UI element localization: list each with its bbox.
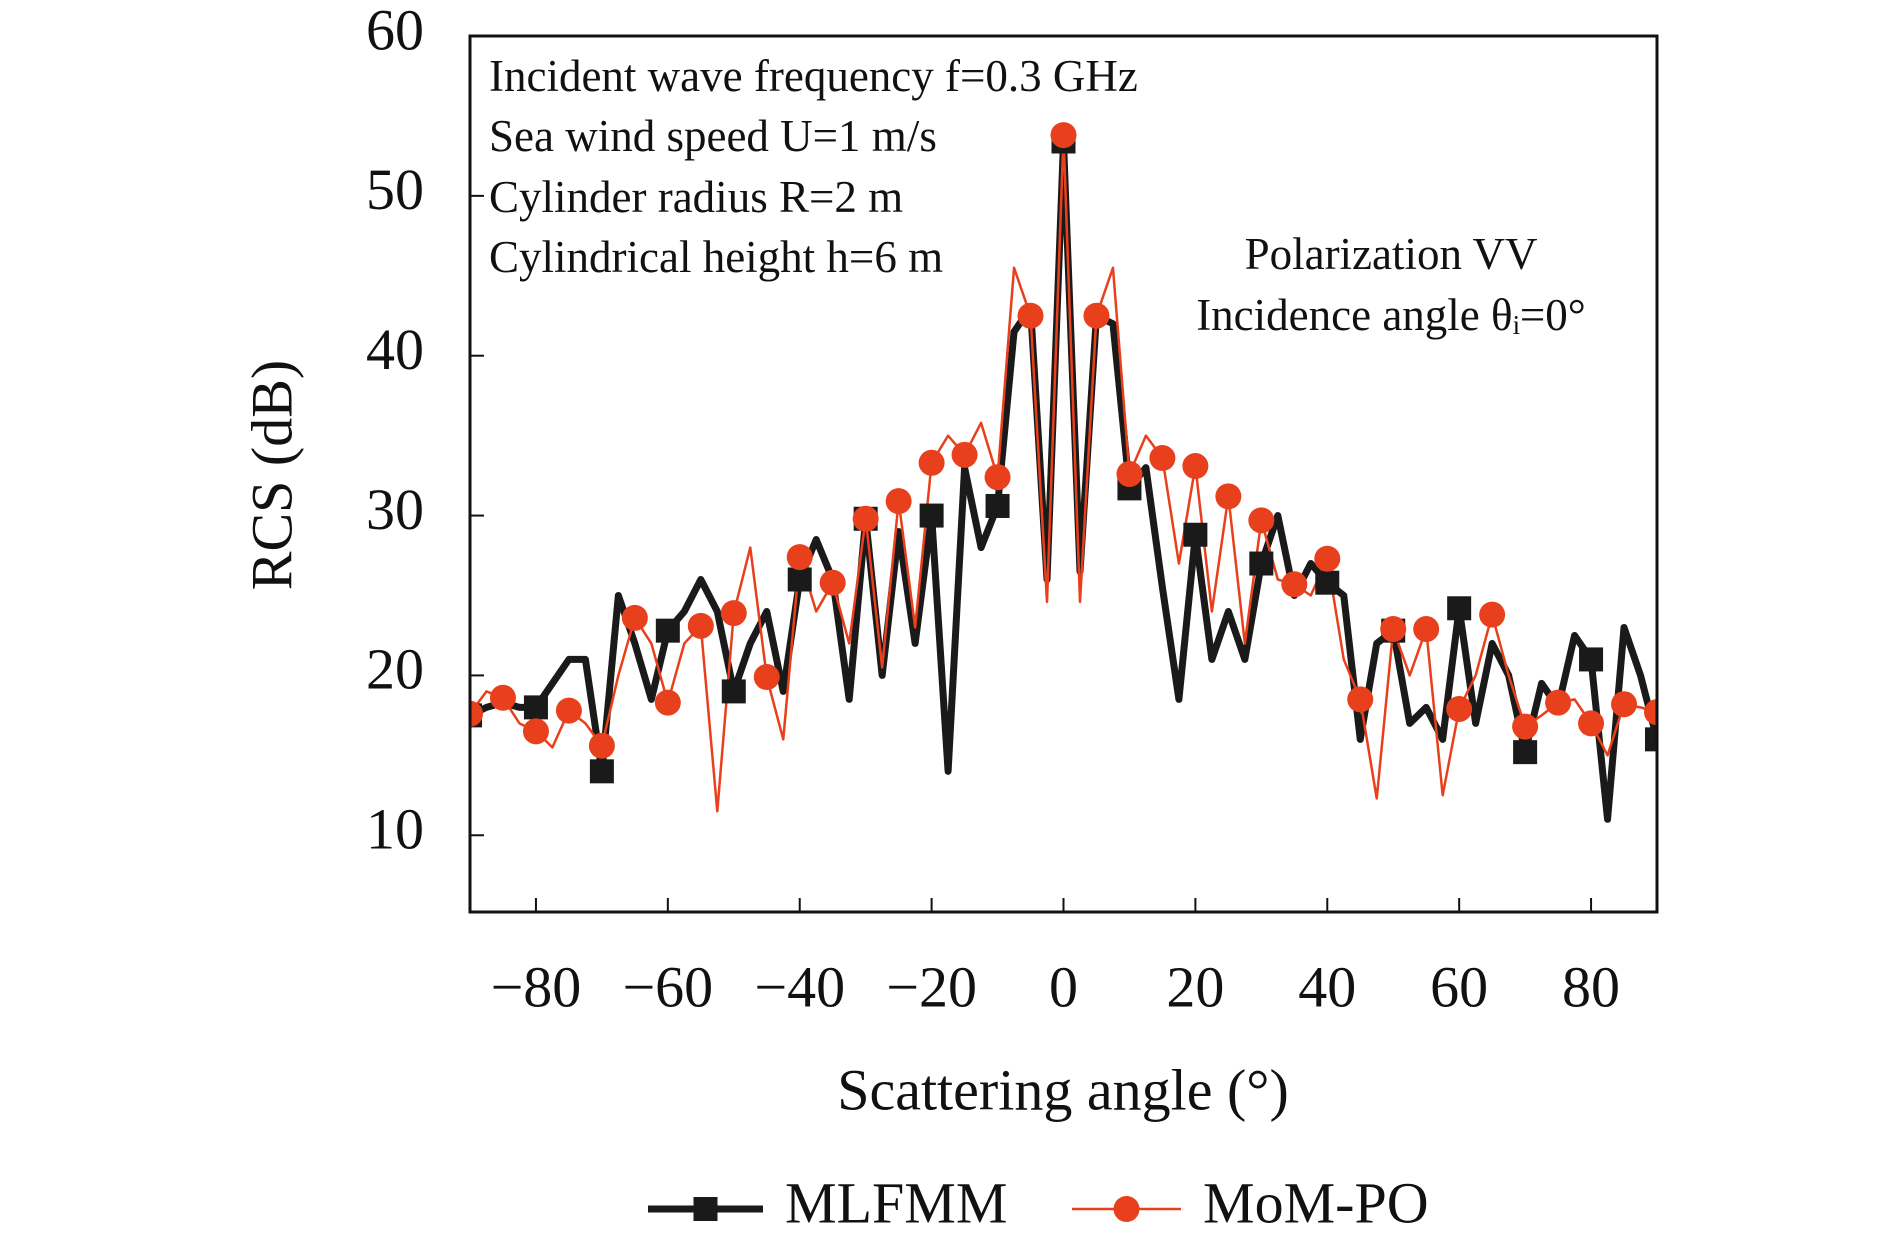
- marker: [721, 679, 746, 704]
- marker: [687, 612, 714, 639]
- marker: [523, 695, 548, 720]
- marker: [1579, 647, 1604, 672]
- annotation: Polarization VV: [1245, 229, 1538, 279]
- marker: [885, 488, 912, 515]
- x-tick-label: 20: [1166, 954, 1224, 1019]
- annotation: Cylindrical height h=6 m: [489, 232, 943, 282]
- annotation: Cylinder radius R=2 m: [489, 172, 903, 222]
- marker: [852, 505, 879, 532]
- y-tick-label: 60: [366, 0, 424, 62]
- legend-marker: [1113, 1196, 1140, 1222]
- marker: [919, 503, 944, 528]
- marker: [1545, 689, 1572, 716]
- x-tick-label: −80: [491, 954, 582, 1019]
- marker: [753, 664, 780, 691]
- marker: [1281, 571, 1308, 598]
- marker: [787, 567, 812, 592]
- y-tick-label: 50: [366, 157, 424, 222]
- marker: [1380, 616, 1407, 643]
- annotation: Sea wind speed U=1 m/s: [489, 111, 937, 161]
- marker: [654, 689, 681, 716]
- marker: [1413, 616, 1440, 643]
- marker: [1645, 727, 1657, 752]
- marker: [1183, 522, 1208, 547]
- x-tick-label: −20: [886, 954, 977, 1019]
- x-tick-label: 0: [1049, 954, 1078, 1019]
- marker: [1249, 551, 1274, 576]
- marker: [1578, 710, 1605, 737]
- legend-label: MoM-PO: [1203, 1170, 1429, 1235]
- marker: [1347, 686, 1374, 713]
- marker: [1182, 453, 1209, 480]
- annotation: Incidence angle θᵢ=0°: [1196, 290, 1586, 340]
- marker: [1315, 570, 1340, 595]
- marker: [720, 600, 747, 627]
- marker: [621, 604, 648, 631]
- marker: [985, 493, 1010, 518]
- plot-frame: [468, 34, 1659, 914]
- y-tick-label: 20: [366, 637, 424, 702]
- marker: [984, 464, 1011, 491]
- x-tick-label: 60: [1430, 954, 1488, 1019]
- marker: [1513, 740, 1538, 765]
- x-axis-label: Scattering angle (°): [837, 1057, 1289, 1122]
- marker: [589, 759, 614, 784]
- marker: [1447, 596, 1472, 621]
- marker: [555, 697, 582, 724]
- y-tick-label: 40: [366, 317, 424, 382]
- y-axis-label: RCS (dB): [239, 360, 304, 590]
- marker: [470, 700, 483, 727]
- marker: [1248, 507, 1275, 534]
- marker: [1446, 695, 1473, 722]
- marker: [1050, 122, 1077, 149]
- marker: [489, 684, 516, 711]
- annotation: Incident wave frequency f=0.3 GHz: [489, 51, 1138, 101]
- marker: [1479, 601, 1506, 628]
- marker: [1017, 302, 1044, 329]
- marker: [819, 569, 846, 596]
- marker: [1644, 699, 1657, 726]
- marker: [951, 441, 978, 468]
- y-tick-label: 30: [366, 477, 424, 542]
- marker: [1149, 445, 1176, 472]
- marker: [786, 544, 813, 571]
- marker: [1215, 483, 1242, 510]
- x-tick-label: −60: [622, 954, 713, 1019]
- marker: [588, 732, 615, 759]
- marker: [918, 449, 945, 476]
- legend-marker: [693, 1197, 718, 1221]
- marker: [1512, 713, 1539, 740]
- marker: [655, 618, 680, 643]
- marker: [1611, 691, 1638, 718]
- x-tick-label: 40: [1298, 954, 1356, 1019]
- x-tick-label: 80: [1562, 954, 1620, 1019]
- marker: [1083, 302, 1110, 329]
- y-tick-label: 10: [366, 797, 424, 862]
- legend-label: MLFMM: [785, 1170, 1007, 1235]
- marker: [1314, 545, 1341, 572]
- marker: [1116, 461, 1143, 487]
- marker: [522, 718, 549, 745]
- x-tick-label: −40: [754, 954, 845, 1019]
